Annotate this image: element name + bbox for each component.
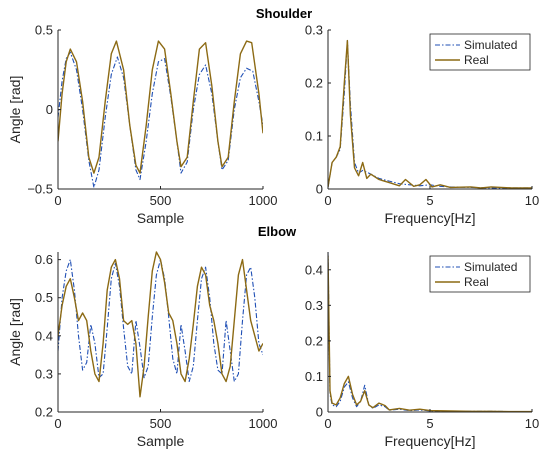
x-axis-label: Frequency[Hz] [384,433,475,449]
x-tick-label: 0 [54,416,61,431]
panel-elbow-time: 0 500 1000 0.2 0.3 0.4 0.5 0.6 Sample Angle [rad] [7,251,278,449]
y-tick-label: 0 [316,405,323,420]
y-tick-label: 0.4 [35,328,53,343]
y-tick-label: 0.1 [305,369,323,384]
legend-entry-simulated: Simulated [464,260,517,274]
y-tick-label: 0.2 [305,76,323,91]
legend-entry-real: Real [464,275,489,289]
x-tick-label: 0 [54,193,61,208]
series-real-line [58,40,263,174]
x-tick-label: 500 [150,416,172,431]
section-title-shoulder: Shoulder [256,6,312,21]
series-simulated-line [58,259,263,383]
section-title-elbow: Elbow [258,224,297,239]
y-tick-label: 0.3 [305,298,323,313]
x-axis-label: Sample [137,210,185,226]
y-tick-label: 0.2 [305,333,323,348]
series-simulated-line [58,51,263,188]
legend-entry-simulated: Simulated [464,38,517,52]
y-axis-label: Angle [rad] [7,298,23,366]
x-tick-label: 0 [324,193,331,208]
y-tick-label: 0 [316,182,323,197]
y-tick-label: 0.2 [35,405,53,420]
x-tick-label: 10 [525,416,539,431]
x-tick-label: 500 [150,193,172,208]
series-real-line [58,251,263,398]
x-tick-label: 1000 [249,193,278,208]
series-real-line [328,255,532,412]
y-tick-label: 0.4 [305,262,323,277]
x-tick-label: 1000 [249,416,278,431]
y-axis-label: Angle [rad] [7,76,23,144]
y-tick-label: 0.3 [305,23,323,38]
y-tick-label: −0.5 [27,182,53,197]
x-tick-label: 5 [426,416,433,431]
y-tick-label: 0 [46,102,53,117]
series-real-line [328,39,532,189]
panel-elbow-freq: 0 5 10 0 0.1 0.2 0.3 0.4 Frequency[Hz] SimulatedR… [305,251,539,449]
x-tick-label: 0 [324,416,331,431]
x-axis-label: Frequency[Hz] [384,210,475,226]
x-axis-label: Sample [137,433,185,449]
x-tick-label: 5 [426,193,433,208]
y-tick-label: 0.6 [35,252,53,267]
legend-entry-real: Real [464,53,489,67]
y-tick-label: 0.5 [35,290,53,305]
x-tick-label: 10 [525,193,539,208]
y-tick-label: 0.5 [35,23,53,38]
y-tick-label: 0.3 [35,366,53,381]
y-tick-label: 0.1 [305,129,323,144]
